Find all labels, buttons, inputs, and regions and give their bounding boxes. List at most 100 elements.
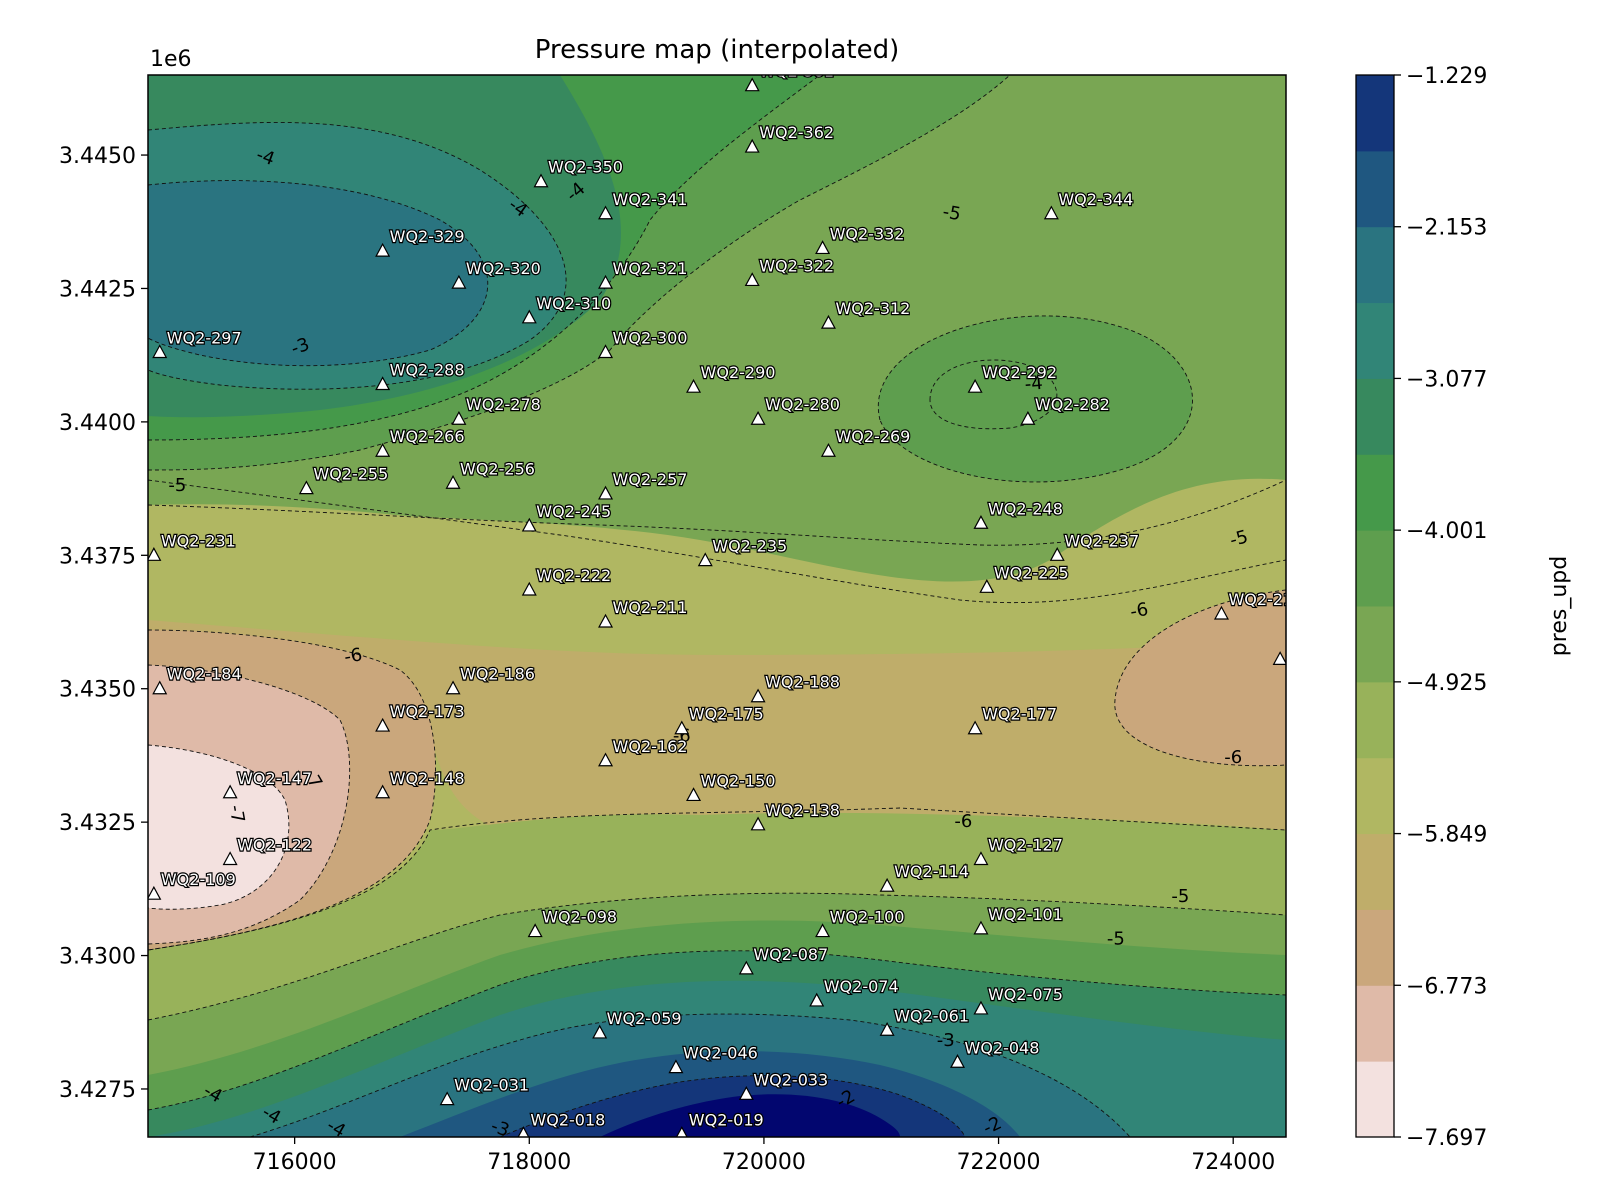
well-triangle-marker: [148, 885, 162, 900]
well-triangle-marker: [879, 1022, 895, 1036]
colorbar-swatch: [1356, 909, 1394, 986]
well-triangle-marker: [1049, 547, 1065, 561]
well-triangle-marker: [744, 138, 760, 153]
well-label: WQ2-269: [835, 427, 910, 446]
well-label: WQ2-322: [759, 256, 834, 275]
well-triangle-marker: [949, 1054, 966, 1068]
well-label: WQ2-297: [167, 329, 242, 348]
well-label: WQ2-225: [994, 563, 1069, 582]
well-label: WQ2-320: [466, 259, 541, 278]
well-triangle-marker: [750, 816, 766, 831]
well-marker: WQ2-278: [451, 394, 542, 425]
well-triangle-marker: [521, 581, 537, 596]
well-marker: WQ2-075: [973, 984, 1064, 1015]
well-marker: WQ2-162: [598, 736, 689, 767]
contour-line-15: [877, 315, 1193, 483]
colorbar-tick-label: −3.077: [1406, 367, 1487, 392]
colorbar-tick-label: −4.925: [1406, 671, 1487, 696]
well-label: WQ2-101: [988, 905, 1063, 924]
well-marker: WQ2-122: [222, 834, 313, 866]
colorbar-swatch: [1356, 454, 1394, 531]
contour-label: -4: [323, 1115, 349, 1142]
contour-line-12: [148, 180, 489, 367]
contour-line-6: [148, 807, 1286, 951]
well-marker: WQ2-175: [674, 704, 765, 735]
well-marker: WQ2-310: [521, 293, 612, 324]
well-triangle-marker: [967, 720, 983, 735]
x-tick-label: 724000: [1191, 1150, 1275, 1175]
contour-label: -5: [1171, 886, 1189, 907]
colorbar-tick-label: −2.153: [1406, 216, 1487, 241]
contour-line-0: [148, 479, 1286, 604]
well-marker: WQ2-257: [598, 469, 689, 500]
well-marker: WQ2-292: [967, 362, 1058, 393]
well-label: WQ2-256: [460, 459, 535, 478]
chart-title: Pressure map (interpolated): [535, 35, 899, 65]
y-tick-label: 3.4375: [59, 544, 136, 569]
contour-band-7: [878, 315, 1193, 482]
well-marker: WQ2-320: [451, 258, 542, 289]
well-marker: WQ2-297: [152, 327, 243, 359]
well-triangle-marker: [592, 1024, 608, 1039]
well-markers: WQ2-381 WQ2-362 WQ2-350 WQ2-341 WQ2-344 WQ2-3…: [148, 75, 1286, 1137]
well-triangle-marker: [521, 517, 537, 532]
well-marker: WQ2-019: [675, 1109, 765, 1137]
well-triangle-marker: [675, 1126, 688, 1137]
well-marker: WQ2-288: [375, 359, 466, 391]
well-triangle-marker: [744, 272, 760, 287]
well-marker: WQ2-018: [517, 1109, 607, 1137]
contour-line-7: [148, 892, 1286, 1021]
contour-lines: [148, 75, 1286, 1137]
well-triangle-marker: [674, 720, 690, 735]
well-triangle-marker: [967, 378, 983, 393]
well-marker: WQ2-237: [1049, 530, 1140, 561]
contour-band-5: [148, 180, 488, 366]
colorbar-tick-label: −1.229: [1406, 64, 1487, 89]
well-marker: WQ2-266: [375, 426, 466, 457]
well-label: WQ2-248: [988, 499, 1063, 518]
y-offset-label: 1e6: [150, 47, 192, 72]
well-label: WQ2-257: [613, 470, 688, 489]
colorbar-swatch: [1356, 75, 1394, 152]
well-label: WQ2-292: [982, 363, 1057, 382]
well-marker: WQ2-321: [598, 258, 689, 289]
well-label: WQ2-300: [613, 329, 688, 348]
well-label: WQ2-046: [683, 1044, 758, 1063]
well-triangle-marker: [152, 344, 168, 359]
well-triangle-marker: [451, 410, 467, 425]
well-marker: WQ2-322: [744, 255, 835, 287]
well-marker: WQ2-048: [949, 1037, 1041, 1068]
colorbar-swatch: [1356, 226, 1394, 304]
well-label: WQ2-175: [689, 705, 764, 724]
well-marker: WQ2-282: [1020, 394, 1111, 425]
well-triangle-marker: [598, 752, 614, 767]
well-label: WQ2-031: [454, 1076, 529, 1095]
well-label: WQ2-018: [530, 1110, 605, 1129]
colorbar-swatch: [1356, 833, 1394, 910]
contour-band-22: [600, 1094, 900, 1137]
well-label: WQ2-098: [542, 908, 617, 927]
well-marker: WQ2-046: [668, 1042, 759, 1074]
well-label: WQ2-148: [390, 769, 465, 788]
well-triangle-marker: [598, 485, 614, 500]
well-marker: WQ2-341: [598, 189, 689, 220]
contour-label: -6: [1224, 747, 1242, 768]
well-label: WQ2-350: [548, 158, 623, 177]
contour-band-8: [148, 504, 1286, 655]
well-triangle-marker: [973, 515, 989, 529]
well-marker: WQ2-186: [445, 664, 536, 695]
well-marker: WQ2-332: [815, 223, 906, 255]
well-label: WQ2-150: [701, 771, 776, 790]
well-label: WQ2-255: [313, 465, 388, 484]
well-marker: WQ2-245: [521, 501, 612, 532]
contour-label: -6: [343, 644, 364, 668]
well-marker: WQ2-222: [521, 565, 612, 596]
well-label: WQ2-188: [765, 673, 840, 692]
well-label: WQ2-184: [167, 665, 242, 684]
colorbar-swatch: [1356, 530, 1394, 607]
well-marker: WQ2-381: [744, 75, 835, 92]
well-label: WQ2-019: [689, 1110, 764, 1129]
y-tick-label: 3.4350: [59, 678, 136, 703]
colorbar-label: pres_upd: [1547, 556, 1572, 656]
